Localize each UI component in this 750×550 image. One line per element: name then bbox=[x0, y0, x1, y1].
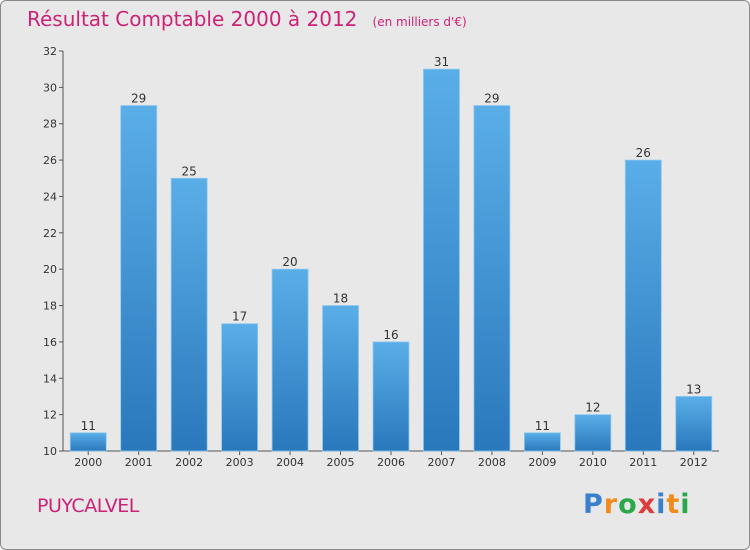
brand-letter: o bbox=[618, 489, 638, 520]
y-tick-label: 10 bbox=[43, 445, 57, 458]
x-tick-label: 2005 bbox=[327, 456, 355, 469]
chart-labels: 11 2000 29 2001 25 2002 17 2003 20 2004 18 2005 16 20… bbox=[74, 55, 708, 469]
y-tick-label: 22 bbox=[43, 227, 57, 240]
chart-subtitle: (en milliers d'€) bbox=[372, 15, 467, 29]
bar-2010 bbox=[574, 414, 612, 452]
y-tick-label: 24 bbox=[43, 190, 57, 203]
x-tick-label: 2007 bbox=[427, 456, 455, 469]
brand-logo: Proxiti bbox=[583, 489, 691, 520]
chart-axes: 10 12 14 16 18 20 22 24 26 28 30 32 bbox=[43, 45, 719, 458]
bar-2012 bbox=[675, 396, 713, 452]
chart-title-main: Résultat Comptable 2000 à 2012 bbox=[27, 7, 358, 31]
data-label: 16 bbox=[383, 328, 398, 342]
bar-2005 bbox=[322, 305, 359, 452]
brand-letter: i bbox=[656, 489, 667, 520]
bar-2006 bbox=[372, 341, 410, 452]
data-label: 18 bbox=[333, 292, 348, 306]
bar-2001 bbox=[120, 105, 158, 452]
brand-letter: P bbox=[583, 489, 604, 520]
x-tick-label: 2009 bbox=[528, 456, 556, 469]
data-label: 12 bbox=[585, 401, 600, 415]
bar-2004 bbox=[271, 268, 309, 452]
y-tick-label: 16 bbox=[43, 336, 57, 349]
x-tick-label: 2006 bbox=[377, 456, 405, 469]
y-tick-label: 30 bbox=[43, 81, 57, 94]
y-tick-label: 26 bbox=[43, 154, 57, 167]
x-tick-label: 2002 bbox=[175, 456, 203, 469]
brand-letter: r bbox=[603, 489, 619, 520]
brand-letter: t bbox=[666, 489, 681, 520]
y-tick-label: 20 bbox=[43, 263, 57, 276]
bar-2002 bbox=[170, 177, 208, 452]
brand-letter: i bbox=[680, 489, 691, 520]
data-label: 17 bbox=[232, 310, 247, 324]
data-label: 20 bbox=[282, 255, 297, 269]
data-label: 13 bbox=[686, 382, 701, 396]
data-label: 31 bbox=[434, 55, 449, 69]
y-tick-label: 14 bbox=[43, 372, 57, 385]
data-label: 29 bbox=[484, 92, 499, 106]
y-tick-label: 28 bbox=[43, 118, 57, 131]
y-tick-label: 32 bbox=[43, 45, 57, 58]
x-tick-label: 2012 bbox=[680, 456, 708, 469]
y-tick-label: 18 bbox=[43, 300, 57, 313]
x-tick-label: 2003 bbox=[226, 456, 254, 469]
y-tick-label: 12 bbox=[43, 409, 57, 422]
bar-2007 bbox=[423, 68, 460, 452]
bar-2009 bbox=[523, 432, 561, 452]
brand-letter: x bbox=[637, 489, 657, 520]
x-tick-label: 2010 bbox=[579, 456, 607, 469]
x-tick-label: 2001 bbox=[125, 456, 153, 469]
data-label: 11 bbox=[535, 419, 550, 433]
data-label: 29 bbox=[131, 92, 146, 106]
x-tick-label: 2011 bbox=[629, 456, 657, 469]
data-label: 11 bbox=[81, 419, 96, 433]
bar-2003 bbox=[221, 323, 259, 452]
data-label: 25 bbox=[182, 164, 197, 178]
chart-bars bbox=[69, 68, 713, 452]
x-tick-label: 2008 bbox=[478, 456, 506, 469]
bar-2008 bbox=[473, 105, 511, 452]
data-label: 26 bbox=[636, 146, 651, 160]
chart-title: Résultat Comptable 2000 à 2012 (en milli… bbox=[27, 7, 467, 31]
place-name: PUYCALVEL bbox=[37, 495, 139, 517]
x-tick-label: 2000 bbox=[74, 456, 102, 469]
bar-2011 bbox=[624, 159, 662, 452]
x-tick-label: 2004 bbox=[276, 456, 304, 469]
bar-2000 bbox=[69, 432, 107, 452]
